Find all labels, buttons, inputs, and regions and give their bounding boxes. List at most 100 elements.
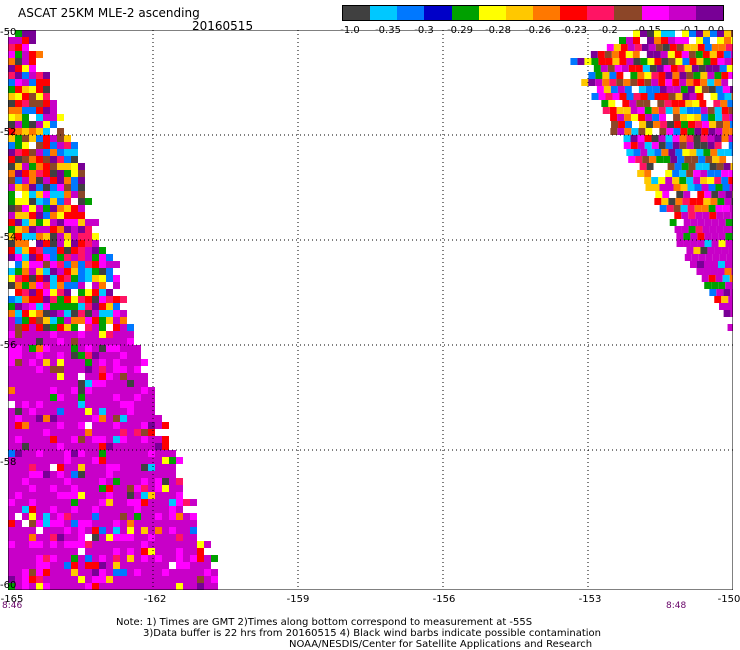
swath-pixel [141, 443, 148, 450]
swath-pixel [106, 359, 113, 366]
swath-pixel [595, 79, 603, 86]
swath-pixel [57, 380, 64, 387]
swath-pixel [625, 121, 633, 128]
swath-pixel [99, 471, 106, 478]
swath-pixel [43, 534, 50, 541]
swath-pixel [134, 506, 141, 513]
swath-pixel [113, 583, 120, 590]
swath-pixel [714, 142, 722, 149]
swath-pixel [15, 324, 22, 331]
swath-pixel [619, 93, 627, 100]
swath-pixel [92, 261, 99, 268]
swath-pixel [106, 485, 113, 492]
swath-pixel [43, 268, 50, 275]
swath-pixel [176, 478, 183, 485]
swath-pixel [148, 457, 155, 464]
swath-pixel [50, 317, 57, 324]
swath-pixel [190, 583, 197, 590]
swath-pixel [647, 58, 655, 65]
swath-pixel [609, 107, 617, 114]
swath-pixel [50, 380, 57, 387]
swath-pixel [8, 247, 15, 254]
swath-pixel [99, 345, 106, 352]
swath-pixel [43, 282, 50, 289]
swath-pixel [724, 149, 732, 156]
swath-pixel [99, 562, 106, 569]
swath-pixel [602, 72, 610, 79]
swath-pixel [127, 576, 134, 583]
swath-pixel [690, 240, 698, 247]
swath-pixel [686, 177, 694, 184]
swath-pixel [730, 163, 733, 170]
swath-pixel [36, 268, 43, 275]
swath-pixel [50, 114, 57, 121]
swath-pixel [8, 366, 15, 373]
swath-pixel [176, 534, 183, 541]
swath-pixel [120, 562, 127, 569]
swath-pixel [169, 520, 176, 527]
swath-pixel [71, 149, 78, 156]
swath-pixel [57, 296, 64, 303]
swath-pixel [43, 380, 50, 387]
swath-pixel [15, 443, 22, 450]
swath-pixel [681, 163, 689, 170]
swath-pixel [64, 149, 71, 156]
swath-pixel [684, 65, 692, 72]
swath-pixel [106, 436, 113, 443]
swath-pixel [113, 576, 120, 583]
swath-pixel [148, 478, 155, 485]
swath-pixel [148, 429, 155, 436]
swath-pixel [148, 576, 155, 583]
swath-pixel [43, 345, 50, 352]
swath-pixel [715, 275, 723, 282]
swath-pixel [120, 429, 127, 436]
swath-pixel [29, 464, 36, 471]
swath-pixel [127, 485, 134, 492]
swath-pixel [50, 499, 57, 506]
swath-pixel [57, 163, 64, 170]
swath-pixel [714, 79, 722, 86]
swath-pixel [64, 261, 71, 268]
swath-pixel [29, 205, 36, 212]
swath-pixel [707, 177, 715, 184]
swath-pixel [141, 422, 148, 429]
swath-pixel [57, 303, 64, 310]
swath-pixel [99, 303, 106, 310]
swath-pixel [183, 541, 190, 548]
swath-pixel [127, 408, 134, 415]
swath-pixel [22, 352, 29, 359]
swath-pixel [50, 282, 57, 289]
swath-pixel [64, 212, 71, 219]
swath-pixel [8, 149, 15, 156]
swath-pixel [85, 289, 92, 296]
swath-pixel [71, 450, 78, 457]
swath-pixel [127, 534, 134, 541]
swath-pixel [36, 121, 43, 128]
swath-pixel [120, 401, 127, 408]
swath-pixel [728, 142, 733, 149]
swath-pixel [649, 156, 657, 163]
swath-pixel [22, 121, 29, 128]
swath-pixel [57, 422, 64, 429]
swath-pixel [127, 394, 134, 401]
swath-pixel [29, 471, 36, 478]
swath-pixel [127, 387, 134, 394]
swath-pixel [665, 79, 673, 86]
swath-pixel [640, 93, 648, 100]
swath-pixel [36, 191, 43, 198]
swath-pixel [29, 163, 36, 170]
swath-pixel [658, 72, 666, 79]
swath-pixel [141, 429, 148, 436]
swath-pixel [50, 450, 57, 457]
swath-pixel [647, 93, 655, 100]
swath-pixel [22, 296, 29, 303]
swath-pixel [106, 317, 113, 324]
swath-pixel [141, 485, 148, 492]
swath-pixel [8, 261, 15, 268]
swath-pixel [113, 408, 120, 415]
swath-pixel [722, 86, 730, 93]
swath-pixel [707, 170, 715, 177]
swath-pixel [106, 296, 113, 303]
swath-pixel [724, 93, 732, 100]
swath-pixel [64, 233, 71, 240]
